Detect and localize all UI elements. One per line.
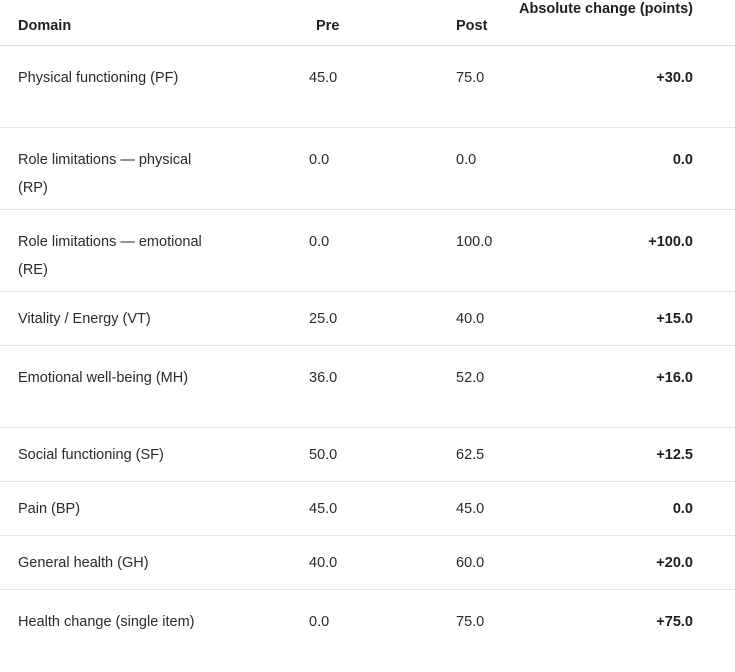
cell-pre: 0.0 (309, 614, 330, 630)
table-row: General health (GH) 40.0 60.0 +20.0 (0, 536, 735, 590)
cell-domain: General health (GH) (18, 555, 149, 571)
cell-pre: 45.0 (309, 501, 338, 517)
cell-pre: 40.0 (309, 555, 338, 571)
cell-pre: 25.0 (309, 311, 338, 327)
cell-change: 0.0 (672, 501, 693, 517)
cell-domain: Health change (single item) (18, 614, 195, 630)
cell-post: 0.0 (456, 152, 477, 168)
cell-post: 60.0 (456, 555, 485, 571)
cell-pre: 45.0 (309, 70, 338, 86)
cell-post: 52.0 (456, 370, 485, 386)
header-domain: Domain (18, 18, 72, 34)
cell-change: +30.0 (656, 70, 693, 86)
cell-pre: 36.0 (309, 370, 338, 386)
cell-pre: 50.0 (309, 447, 338, 463)
table-row: Health change (single item) 0.0 75.0 +75… (0, 590, 735, 672)
table-row: Role limitations — emotional (RE) 0.0 10… (0, 210, 735, 292)
header-absolute-change: Absolute change (points) (519, 1, 693, 17)
cell-domain: Vitality / Energy (VT) (18, 311, 151, 327)
cell-domain: Pain (BP) (18, 501, 81, 517)
cell-post: 75.0 (456, 614, 485, 630)
table-row: Emotional well-being (MH) 36.0 52.0 +16.… (0, 346, 735, 428)
cell-domain: Physical functioning (PF) (18, 70, 179, 86)
cell-change: +100.0 (648, 234, 693, 250)
cell-post: 45.0 (456, 501, 485, 517)
cell-post: 75.0 (456, 70, 485, 86)
table-row: Physical functioning (PF) 45.0 75.0 +30.… (0, 46, 735, 128)
table-row: Vitality / Energy (VT) 25.0 40.0 +15.0 (0, 292, 735, 346)
cell-domain: Role limitations — emotional (RE) (18, 234, 202, 278)
cell-pre: 0.0 (309, 152, 330, 168)
table-row: Pain (BP) 45.0 45.0 0.0 (0, 482, 735, 536)
cell-domain: Emotional well-being (MH) (18, 370, 189, 386)
cell-change: +15.0 (656, 311, 693, 327)
table-row: Social functioning (SF) 50.0 62.5 +12.5 (0, 428, 735, 482)
header-pre: Pre (316, 18, 340, 34)
cell-change: +12.5 (656, 447, 693, 463)
table-row: Role limitations — physical (RP) 0.0 0.0… (0, 128, 735, 210)
cell-post: 100.0 (456, 234, 493, 250)
cell-post: 40.0 (456, 311, 485, 327)
cell-change: +75.0 (656, 614, 693, 630)
header-post: Post (456, 18, 488, 34)
cell-post: 62.5 (456, 447, 485, 463)
cell-domain: Social functioning (SF) (18, 447, 164, 463)
cell-domain: Role limitations — physical (RP) (18, 152, 192, 196)
cell-change: +16.0 (656, 370, 693, 386)
cell-change: 0.0 (672, 152, 693, 168)
cell-pre: 0.0 (309, 234, 330, 250)
cell-change: +20.0 (656, 555, 693, 571)
table-header: Domain Pre Post Absolute change (points) (0, 0, 735, 46)
